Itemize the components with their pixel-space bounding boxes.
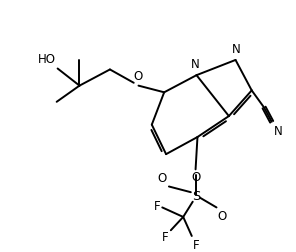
Text: N: N (274, 125, 282, 138)
Text: HO: HO (38, 53, 56, 66)
Text: N: N (232, 43, 241, 56)
Text: S: S (192, 190, 201, 203)
Text: F: F (162, 231, 169, 244)
Text: O: O (158, 172, 167, 184)
Text: O: O (133, 70, 142, 83)
Text: O: O (218, 210, 227, 223)
Text: O: O (191, 171, 200, 184)
Text: F: F (154, 200, 160, 213)
Text: F: F (193, 239, 199, 252)
Text: N: N (191, 58, 200, 71)
